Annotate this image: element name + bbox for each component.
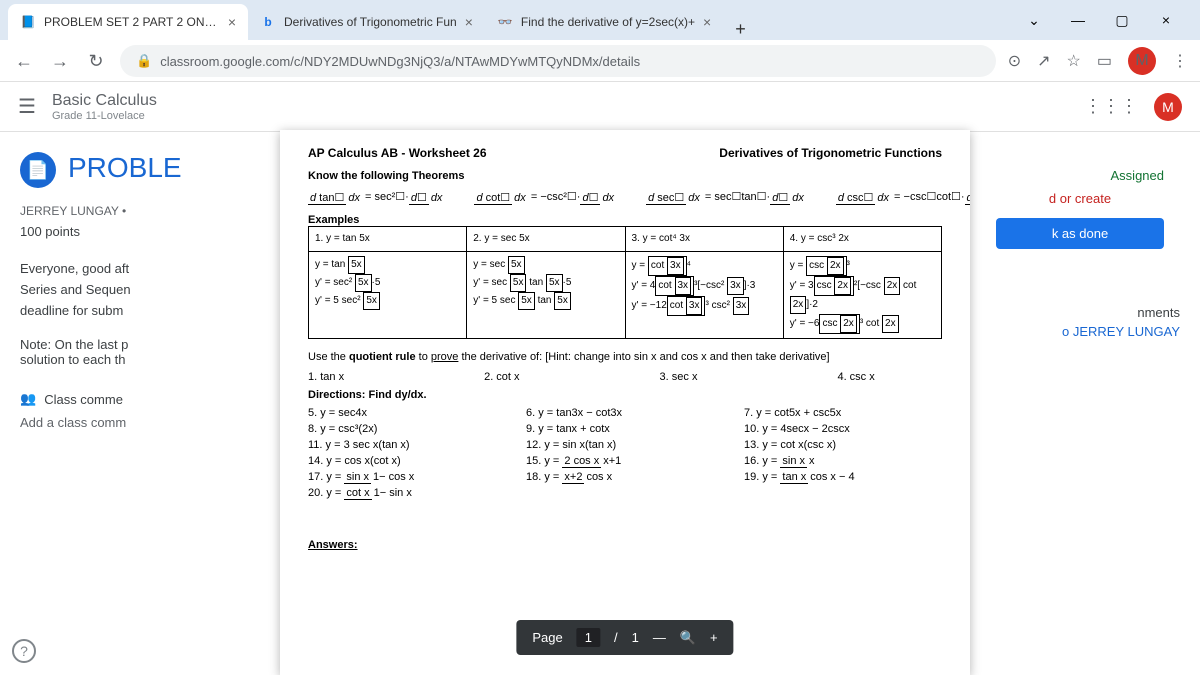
lock-icon: 🔒 [136, 53, 152, 69]
pdf-preview[interactable]: AP Calculus AB - Worksheet 26 Derivative… [280, 130, 970, 675]
class-name: Basic Calculus [52, 92, 1068, 110]
browser-tab-2[interactable]: b Derivatives of Trigonometric Fun × [248, 4, 485, 40]
mark-done-button[interactable]: k as done [996, 218, 1164, 249]
tab-favicon: b [260, 14, 276, 30]
assignment-panel: 📄 PROBLE JERREY LUNGAY • 100 points Ever… [0, 132, 280, 675]
note-text: Note: On the last p solution to each th [20, 337, 260, 367]
chevron-down-icon[interactable]: ⌄ [1016, 12, 1052, 29]
browser-tab-1[interactable]: 📘 PROBLEM SET 2 PART 2 ON DERI × [8, 4, 248, 40]
zoom-in-icon[interactable]: + [710, 630, 718, 645]
worksheet-title: AP Calculus AB - Worksheet 26 [308, 146, 487, 160]
create-button[interactable]: d or create [996, 191, 1164, 206]
window-controls: ⌄ — ▢ × [1000, 0, 1200, 40]
quotient-instruction: Use the quotient rule to prove the deriv… [308, 351, 942, 363]
close-icon[interactable]: × [228, 14, 236, 30]
tab-favicon: 👓 [497, 14, 513, 30]
your-work-panel: Assigned d or create k as done nments o … [960, 132, 1200, 359]
back-icon[interactable]: ← [12, 51, 36, 72]
pdf-toolbar: Page 1 / 1 — 🔍 + [516, 620, 733, 655]
page-slash: / [614, 630, 618, 645]
class-title[interactable]: Basic Calculus Grade 11-Lovelace [52, 92, 1068, 122]
tab-bar: 📘 PROBLEM SET 2 PART 2 ON DERI × b Deriv… [0, 0, 1200, 40]
page-current[interactable]: 1 [577, 628, 600, 647]
more-icon[interactable]: ⋮ [1172, 51, 1188, 71]
points-label: 100 points [20, 224, 260, 239]
search-icon[interactable]: ⊙ [1008, 51, 1021, 71]
instructions: Everyone, good aft Series and Sequen dea… [20, 259, 260, 321]
apps-icon[interactable]: ⋮⋮⋮ [1084, 96, 1138, 117]
theorems-row: d tan☐dx = sec²☐·d☐dx d cot☐dx = −csc²☐·… [308, 190, 942, 204]
worksheet-subtitle: Derivatives of Trigonometric Functions [719, 146, 942, 160]
people-icon: 👥 [20, 391, 36, 407]
browser-tab-3[interactable]: 👓 Find the derivative of y=2sec(x)+ × [485, 4, 723, 40]
url-input[interactable]: 🔒 classroom.google.com/c/NDY2MDUwNDg3NjQ… [120, 45, 996, 77]
url-bar: ← → ↻ 🔒 classroom.google.com/c/NDY2MDUwN… [0, 40, 1200, 82]
class-section: Grade 11-Lovelace [52, 110, 1068, 122]
maximize-icon[interactable]: ▢ [1104, 12, 1140, 29]
assignment-title: PROBLE [68, 152, 182, 188]
page-label: Page [532, 630, 562, 645]
user-avatar[interactable]: M [1154, 93, 1182, 121]
help-icon[interactable]: ? [12, 639, 36, 663]
zoom-icon[interactable]: 🔍 [680, 630, 696, 646]
new-tab-button[interactable]: + [723, 19, 758, 40]
reading-list-icon[interactable]: ▭ [1097, 51, 1112, 71]
tab-label: Derivatives of Trigonometric Fun [284, 15, 457, 29]
assigned-status: Assigned [996, 168, 1164, 183]
know-theorems: Know the following Theorems [308, 170, 942, 182]
examples-label: Examples [308, 214, 942, 226]
zoom-out-icon[interactable]: — [653, 630, 666, 645]
answers-label: Answers: [308, 539, 942, 551]
star-icon[interactable]: ☆ [1067, 51, 1081, 71]
examples-table: 1. y = tan 5x 2. y = sec 5x 3. y = cot⁴ … [308, 226, 942, 339]
minimize-icon[interactable]: — [1060, 12, 1096, 28]
class-comments-header: 👥 Class comme [20, 391, 260, 407]
tab-label: Find the derivative of y=2sec(x)+ [521, 15, 695, 29]
page-total: 1 [632, 630, 639, 645]
share-icon[interactable]: ↗ [1037, 51, 1050, 71]
private-comments-label: nments [980, 305, 1180, 320]
problems-grid: 5. y = sec4x6. y = tan3x − cot3x7. y = c… [308, 407, 942, 499]
close-icon[interactable]: × [465, 14, 473, 30]
classroom-header: ☰ Basic Calculus Grade 11-Lovelace ⋮⋮⋮ M [0, 82, 1200, 132]
teacher-name: JERREY LUNGAY • [20, 204, 260, 218]
directions: Directions: Find dy/dx. [308, 389, 942, 401]
reload-icon[interactable]: ↻ [84, 51, 108, 72]
close-window-icon[interactable]: × [1148, 12, 1184, 28]
menu-icon[interactable]: ☰ [18, 94, 36, 119]
profile-avatar[interactable]: M [1128, 47, 1156, 75]
assignment-icon: 📄 [20, 152, 56, 188]
close-icon[interactable]: × [703, 14, 711, 30]
tab-favicon: 📘 [20, 14, 36, 30]
tab-label: PROBLEM SET 2 PART 2 ON DERI [44, 15, 220, 29]
forward-icon[interactable]: → [48, 51, 72, 72]
to-teacher-label[interactable]: o JERREY LUNGAY [980, 324, 1180, 339]
quotient-row: 1. tan x 2. cot x 3. sec x 4. csc x [308, 371, 942, 383]
url-text: classroom.google.com/c/NDY2MDUwNDg3NjQ3/… [160, 54, 640, 69]
add-comment[interactable]: Add a class comm [20, 415, 260, 430]
